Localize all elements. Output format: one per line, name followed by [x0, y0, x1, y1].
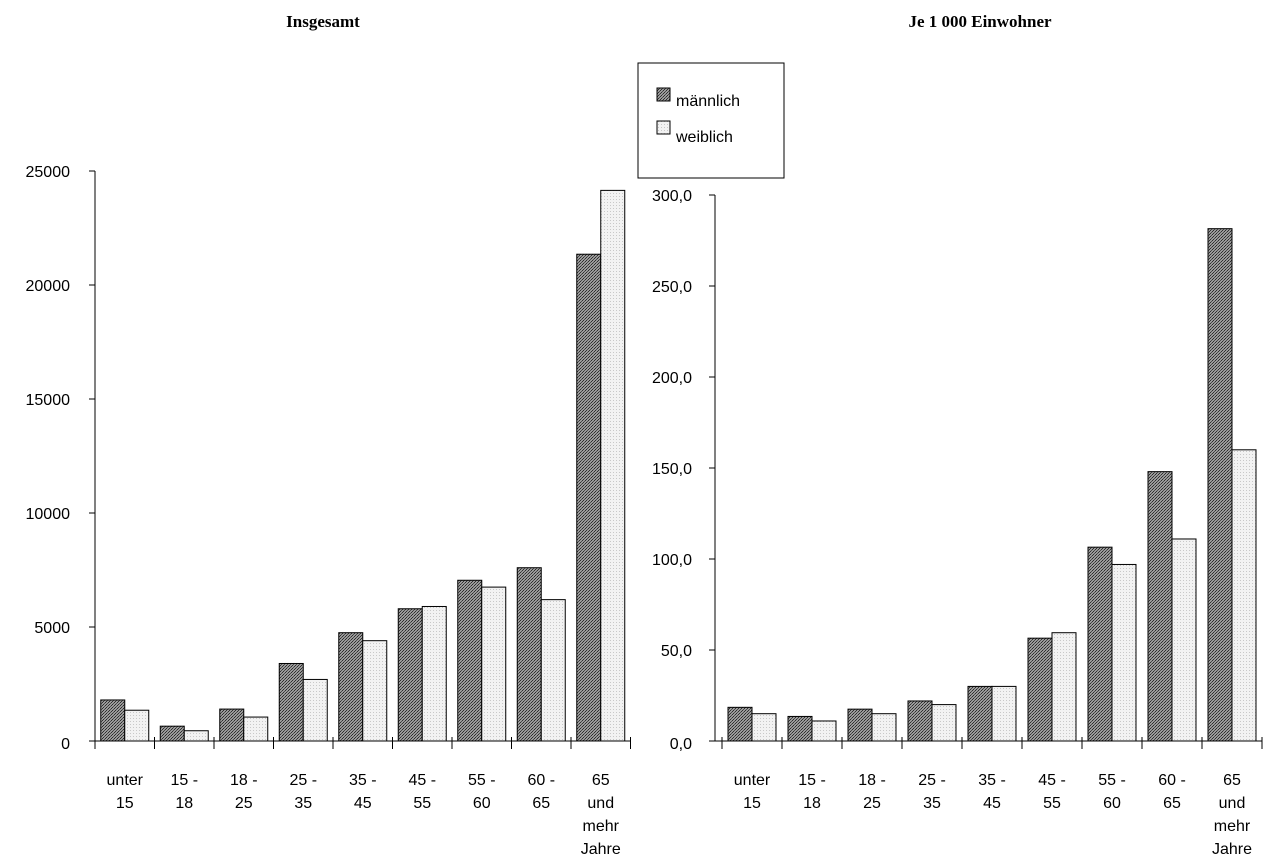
- x-category-label: 55 -60: [1098, 772, 1126, 812]
- axes: [714, 195, 1262, 742]
- x-category-label: 25 -35: [918, 772, 946, 812]
- bar-weiblich: [1111, 563, 1137, 742]
- x-axis-categories: unter 15 15 -18 18 -25 25 -35 35 -45 45 -55 55 …: [107, 772, 621, 858]
- bar-weiblich: [871, 713, 897, 742]
- y-tick-label: 5000: [34, 620, 70, 637]
- x-category-label: 60 -65: [527, 772, 555, 812]
- legend-swatch-maennlich: [656, 87, 671, 102]
- bar-maennlich: [219, 708, 245, 742]
- bar-weiblich: [1051, 632, 1077, 742]
- bar-weiblich: [183, 730, 209, 742]
- bar-maennlich: [1087, 546, 1113, 742]
- y-tick-label: 25000: [26, 164, 71, 181]
- bar-maennlich: [159, 725, 185, 742]
- chart-insgesamt: Insgesamt 0 5000 10000 15000 20000 25000 unte…: [26, 12, 631, 858]
- x-category-label: 35 -45: [978, 772, 1006, 812]
- legend-label-weiblich: weiblich: [675, 129, 733, 146]
- bar-weiblich: [421, 605, 447, 742]
- y-tick-label: 200,0: [652, 370, 692, 387]
- x-category-label: unter 15: [107, 772, 144, 812]
- x-category-label: 15 -18: [170, 772, 198, 812]
- bar-weiblich: [481, 586, 507, 742]
- y-tick-label: 100,0: [652, 552, 692, 569]
- x-category-label: 18 -25: [230, 772, 258, 812]
- bar-weiblich: [362, 640, 388, 742]
- y-tick-label: 0,0: [670, 736, 692, 753]
- bar-weiblich: [124, 709, 150, 742]
- bar-weiblich: [1231, 449, 1257, 742]
- y-tick-label: 10000: [26, 506, 71, 523]
- chart-title: Insgesamt: [286, 12, 360, 31]
- y-axis-ticks: 0 5000 10000 15000 20000 25000: [26, 164, 631, 753]
- axes: [94, 171, 631, 742]
- y-tick-label: 20000: [26, 278, 71, 295]
- bar-weiblich: [751, 713, 777, 742]
- x-category-label: 35 -45: [349, 772, 377, 812]
- x-category-label: 65 und mehr Jahre: [581, 772, 621, 858]
- bars: [727, 228, 1257, 742]
- bar-maennlich: [907, 700, 933, 742]
- x-category-label: 45 -55: [1038, 772, 1066, 812]
- bar-maennlich: [1147, 471, 1173, 742]
- bar-maennlich: [576, 253, 602, 742]
- legend: männlich weiblich: [637, 62, 785, 179]
- bar-maennlich: [1207, 228, 1233, 742]
- bar-maennlich: [787, 715, 813, 742]
- legend-swatch-weiblich: [656, 120, 671, 135]
- y-tick-label: 15000: [26, 392, 71, 409]
- y-tick-label: 50,0: [661, 643, 692, 660]
- bar-maennlich: [847, 708, 873, 742]
- bar-maennlich: [397, 608, 423, 742]
- x-category-label: 45 -55: [408, 772, 436, 812]
- y-tick-label: 300,0: [652, 188, 692, 205]
- y-tick-label: 150,0: [652, 461, 692, 478]
- bar-weiblich: [811, 720, 837, 742]
- legend-label-maennlich: männlich: [676, 93, 740, 110]
- bar-weiblich: [540, 599, 566, 742]
- bar-weiblich: [302, 678, 328, 742]
- y-tick-label: 250,0: [652, 279, 692, 296]
- chart-title: Je 1 000 Einwohner: [908, 12, 1052, 31]
- bar-maennlich: [967, 685, 993, 742]
- y-tick-label: 0: [61, 736, 70, 753]
- y-axis-ticks: 0,0 50,0 100,0 150,0 200,0 250,0 300,0: [652, 188, 1263, 753]
- bar-maennlich: [516, 567, 542, 742]
- chart-je-1000-einwohner: Je 1 000 Einwohner 0,0 50,0 100,0 150,0 200,…: [652, 12, 1263, 858]
- bar-maennlich: [100, 699, 126, 742]
- bar-maennlich: [338, 632, 364, 742]
- bar-weiblich: [600, 189, 626, 742]
- bars: [100, 189, 626, 742]
- x-category-label: 60 -65: [1158, 772, 1186, 812]
- bar-weiblich: [243, 716, 269, 742]
- bar-weiblich: [1171, 538, 1197, 742]
- x-category-label: 25 -35: [289, 772, 317, 812]
- bar-maennlich: [727, 706, 753, 742]
- x-category-label: 55 -60: [468, 772, 496, 812]
- bar-weiblich: [931, 704, 957, 742]
- bar-weiblich: [991, 685, 1017, 742]
- x-category-label: unter 15: [734, 772, 771, 812]
- bar-maennlich: [457, 579, 483, 742]
- x-category-label: 15 -18: [798, 772, 826, 812]
- bar-maennlich: [278, 662, 304, 742]
- bar-maennlich: [1027, 637, 1053, 742]
- x-axis-categories: unter 15 15 -18 18 -25 25 -35 35 -45 45 -55 55 …: [734, 772, 1252, 858]
- x-category-label: 18 -25: [858, 772, 886, 812]
- x-category-label: 65 und mehr Jahre: [1212, 772, 1252, 858]
